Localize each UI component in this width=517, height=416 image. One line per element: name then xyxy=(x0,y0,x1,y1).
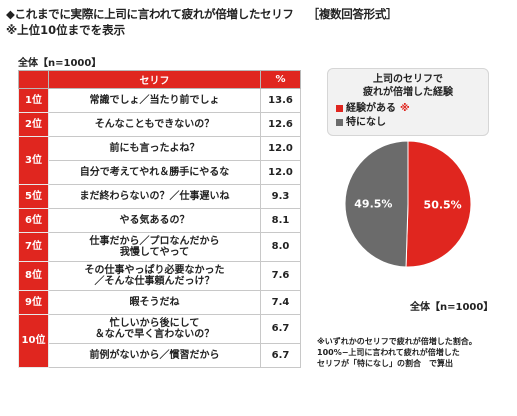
quote-cell: 仕事だから／プロなんだから 我慢してやって xyxy=(48,232,261,262)
rank-cell: 7位 xyxy=(18,232,49,262)
table-row: 8位 その仕事やっぱり必要なかった ／そんな仕事頼んだっけ？ 7.6 xyxy=(18,261,301,291)
quote-line: その仕事やっぱり必要なかった xyxy=(84,264,225,276)
pie-title: 上司のセリフで 疲れが倍増した経験 xyxy=(336,74,480,99)
table-row: 7位 仕事だから／プロなんだから 我慢してやって 8.0 xyxy=(18,232,301,262)
percent-cell: 8.0 xyxy=(260,232,301,262)
percent-cell: 7.4 xyxy=(260,290,301,315)
pie-legend: 経験がある ※ 特になし xyxy=(336,102,480,129)
legend-swatch xyxy=(336,118,343,126)
percent-cell: 13.6 xyxy=(260,88,301,113)
percent-cell: 12.0 xyxy=(260,136,301,161)
table-row: 10位 忙しいから後にして ＆なんで早く言わないの？ 6.7 xyxy=(18,314,301,368)
quote-cell: 前にも言ったよね？ xyxy=(48,136,261,161)
quote-cell: まだ終わらないの？／仕事遅いね xyxy=(48,184,261,209)
table-row: 前例がないから／慣習だから 6.7 xyxy=(19,343,301,368)
rank-cell: 10位 xyxy=(18,314,49,368)
quote-cell: その仕事やっぱり必要なかった ／そんな仕事頼んだっけ？ xyxy=(48,261,261,291)
pie-legend-box: 上司のセリフで 疲れが倍増した経験 経験がある ※ 特になし xyxy=(327,68,489,136)
rank-cell: 2位 xyxy=(18,112,49,137)
percent-cell: 9.3 xyxy=(260,184,301,209)
pie-footnote: ※いずれかのセリフで疲れが倍増した割合。 100%−上司に言われて疲れが倍増した… xyxy=(317,337,477,369)
quote-line: 暇そうだね xyxy=(129,296,180,308)
percent-cell: 12.0 xyxy=(260,160,301,185)
table-row: 3位 前にも言ったよね？ 12.0 xyxy=(18,136,301,185)
percent-cell: 8.1 xyxy=(260,208,301,233)
rank-cell: 9位 xyxy=(18,290,49,315)
ranking-table: セリフ % 1位 常識でしょ／当たり前でしょ 13.6 2位 そんなこともできないの？ 1… xyxy=(18,70,301,368)
quote-line: 自分で考えてやれ＆勝手にやるな xyxy=(79,166,230,178)
table-row: 9位 暇そうだね 7.4 xyxy=(18,290,301,315)
footnote-line: セリフが「特になし」の割合 で算出 xyxy=(317,358,453,368)
table-row: 自分で考えてやれ＆勝手にやるな 12.0 xyxy=(19,160,301,185)
pie-panel: 上司のセリフで 疲れが倍増した経験 経験がある ※ 特になし 50.5% 49.5… xyxy=(327,68,489,280)
chart-title: ◆これまでに実際に上司に言われて疲れが倍増したセリフ ［複数回答形式］ xyxy=(6,6,398,22)
rank-cell: 1位 xyxy=(18,88,49,113)
quote-line: ＆なんで早く言わないの？ xyxy=(94,329,215,340)
quote-line: 前例がないから／慣習だから xyxy=(89,349,220,361)
pie-chart: 50.5% 49.5% xyxy=(344,140,472,268)
quote-cell: やる気あるの？ xyxy=(48,208,261,233)
ranking-body: 1位 常識でしょ／当たり前でしょ 13.6 2位 そんなこともできないの？ 12.6 3位前… xyxy=(18,88,301,368)
percent-cell: 6.7 xyxy=(260,343,301,368)
table-header-row: セリフ % xyxy=(18,70,301,89)
quote-line: 忙しいから後にして xyxy=(109,317,200,329)
table-row: 1位 常識でしょ／当たり前でしょ 13.6 xyxy=(18,88,301,113)
percent-cell: 12.6 xyxy=(260,112,301,137)
percent-cell: 7.6 xyxy=(260,261,301,291)
rank-cell: 3位 xyxy=(18,136,49,185)
quote-cell: そんなこともできないの？ xyxy=(48,112,261,137)
quote-line: 常識でしょ／当たり前でしょ xyxy=(89,94,220,106)
legend-item-experienced: 経験がある ※ xyxy=(336,102,480,116)
legend-label: 特になし xyxy=(346,116,386,128)
header-quote: セリフ xyxy=(48,70,261,89)
quote-cell: 自分で考えてやれ＆勝手にやるな xyxy=(48,160,261,185)
table-row: 5位 まだ終わらないの？／仕事遅いね 9.3 xyxy=(18,184,301,209)
pie-slice xyxy=(405,140,472,268)
pie-title-line: 疲れが倍増した経験 xyxy=(363,86,453,98)
sample-size-label: 全体【n=1000】 xyxy=(18,58,102,69)
percent-cell: 6.7 xyxy=(260,314,301,344)
quote-line: 我慢してやって xyxy=(119,247,190,258)
quote-cell: 忙しいから後にして ＆なんで早く言わないの？ xyxy=(48,314,261,344)
quote-cell: 前例がないから／慣習だから xyxy=(48,343,261,368)
quote-line: ／そんな仕事頼んだっけ？ xyxy=(94,276,215,287)
quote-line: やる気あるの？ xyxy=(119,214,190,226)
footnote-line: 100%−上司に言われて疲れが倍増した xyxy=(317,347,460,357)
chart-subtitle: ※上位10位までを表示 xyxy=(6,23,126,37)
table-row: 6位 やる気あるの？ 8.1 xyxy=(18,208,301,233)
title-text: ◆これまでに実際に上司に言われて疲れが倍増したセリフ xyxy=(6,7,294,21)
legend-swatch xyxy=(336,105,343,113)
quote-line: 前にも言ったよね？ xyxy=(109,142,200,154)
quote-line: そんなこともできないの？ xyxy=(94,118,215,130)
table-row: 2位 そんなこともできないの？ 12.6 xyxy=(18,112,301,137)
pie-slice-label: 50.5% xyxy=(424,199,462,212)
quote-line: まだ終わらないの？／仕事遅いね xyxy=(79,190,230,202)
quote-cell: 常識でしょ／当たり前でしょ xyxy=(48,88,261,113)
pie-sample-size: 全体【n=1000】 xyxy=(410,302,494,313)
rank-cell: 8位 xyxy=(18,261,49,291)
header-rank xyxy=(18,70,49,89)
rank-cell: 5位 xyxy=(18,184,49,209)
rank-cell: 6位 xyxy=(18,208,49,233)
legend-note-mark: ※ xyxy=(400,103,410,114)
legend-label: 経験がある xyxy=(346,103,396,114)
pie-slice-label: 49.5% xyxy=(354,197,392,210)
pie-slice xyxy=(344,140,409,268)
pie-title-line: 上司のセリフで xyxy=(373,74,443,85)
answer-format-tag: ［複数回答形式］ xyxy=(307,7,398,21)
footnote-line: ※いずれかのセリフで疲れが倍増した割合。 xyxy=(317,337,477,346)
quote-cell: 暇そうだね xyxy=(48,290,261,315)
quote-line: 仕事だから／プロなんだから xyxy=(89,235,220,247)
legend-item-none: 特になし xyxy=(336,116,480,130)
header-percent: % xyxy=(260,70,301,89)
